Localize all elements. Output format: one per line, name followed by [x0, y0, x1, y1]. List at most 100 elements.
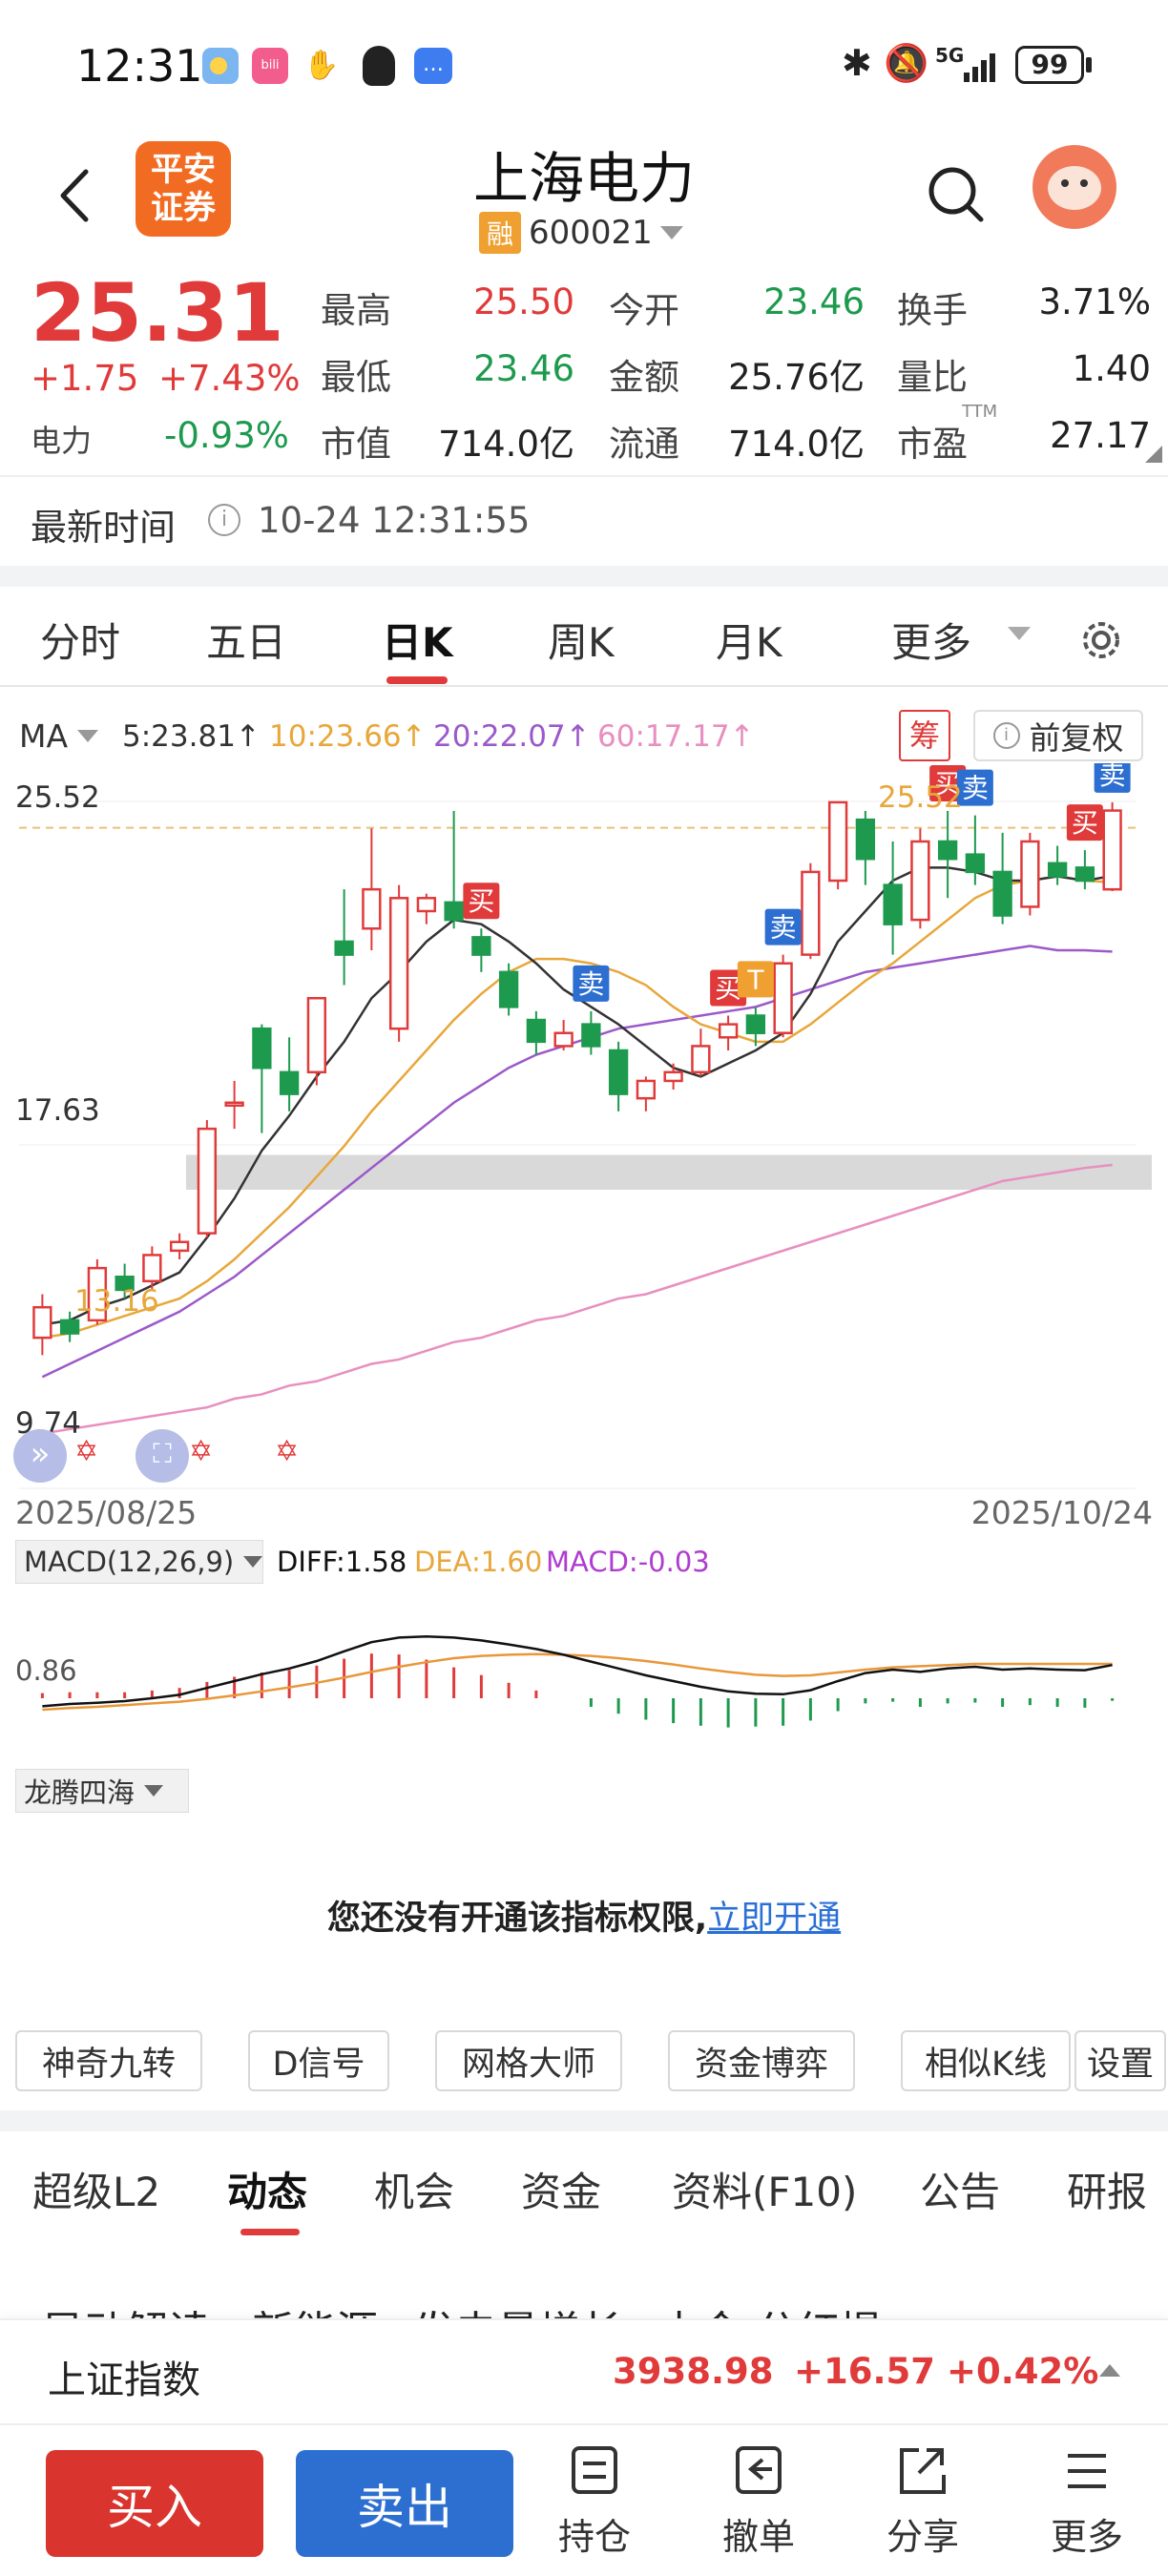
more-icon — [1068, 2454, 1106, 2488]
permission-notice-text: 您还没有开通该指标权限, — [326, 1900, 708, 1938]
network-label: 5G — [935, 44, 965, 67]
candle-body — [87, 1266, 108, 1322]
macd-label: MACD(12,26,9) — [24, 1546, 235, 1578]
sell-button[interactable]: 卖出 — [296, 2450, 513, 2557]
positions-action[interactable]: 持仓 — [542, 2444, 647, 2560]
tab-capital[interactable]: 资金 — [521, 2169, 602, 2215]
settings-button[interactable]: 设置 — [1074, 2030, 1166, 2091]
share-label: 分享 — [886, 2516, 959, 2558]
buy-button[interactable]: 买入 — [46, 2450, 263, 2557]
tab-monthly-k[interactable]: 月K — [716, 619, 782, 666]
avatar[interactable] — [1032, 145, 1116, 229]
active-tab-indicator — [386, 676, 448, 684]
search-icon[interactable] — [924, 162, 991, 229]
indicator-button[interactable]: 资金博弈 — [668, 2030, 855, 2091]
back-icon[interactable] — [48, 162, 105, 229]
candle-body — [279, 1070, 300, 1095]
signal-label: 卖 — [770, 912, 797, 944]
candle-body — [416, 897, 437, 913]
candle-body — [471, 936, 491, 956]
status-time: 12:31 — [76, 40, 203, 92]
macd-diff: DIFF:1.58 — [277, 1546, 407, 1578]
macd-dea: DEA:1.60 — [414, 1546, 543, 1578]
candle-body — [388, 897, 409, 1030]
positions-icon — [572, 2446, 617, 2494]
bilibili-app-icon: bili — [252, 48, 288, 84]
signal-marker — [463, 883, 500, 920]
candle-body — [773, 962, 793, 1034]
quote-value: 25.76亿 — [728, 357, 865, 398]
gear-icon[interactable] — [1076, 615, 1126, 665]
more-action[interactable]: 更多 — [1034, 2444, 1139, 2560]
candle-body — [636, 1079, 657, 1100]
quote-label: 最高 — [321, 290, 391, 331]
candle-body — [169, 1240, 190, 1253]
candle-body — [1074, 866, 1095, 883]
indicator2-selector[interactable]: 龙腾四海 — [15, 1769, 189, 1813]
signal-marker — [737, 961, 774, 998]
candle-body — [691, 1045, 711, 1074]
share-action[interactable]: 分享 — [870, 2444, 975, 2560]
candle-body — [581, 1023, 601, 1048]
ma5-line — [42, 866, 1113, 1326]
tab-fenshi[interactable]: 分时 — [40, 619, 121, 666]
signal-marker — [956, 769, 993, 806]
news-peek[interactable]: 异动解读：新能源+发电量增长+中金·分红提 — [0, 2280, 1168, 2318]
chip-button[interactable]: 筹 — [899, 710, 950, 761]
ma-label: MA — [19, 717, 69, 755]
indicator-button[interactable]: D信号 — [248, 2030, 389, 2091]
ma60-line — [42, 1163, 1113, 1435]
star-marker-icon: ✡ — [189, 1435, 214, 1468]
tab-wuri[interactable]: 五日 — [206, 619, 287, 666]
candle-body — [827, 800, 848, 883]
tab-more[interactable]: 更多 — [891, 619, 972, 666]
macd-chart — [40, 1634, 1115, 1728]
price-change: +1.75 — [31, 358, 139, 399]
quote-panel: 25.31 +1.75 +7.43% 电力 -0.93% 最高 25.50 今开… — [0, 262, 1168, 472]
broker-logo: 平安 证券 — [136, 141, 231, 237]
signal-label: 卖 — [1099, 763, 1126, 791]
tab-daily-k[interactable]: 日K — [382, 619, 453, 666]
signal-marker — [1066, 804, 1103, 841]
cancel-order-action[interactable]: 撤单 — [706, 2444, 811, 2560]
tab-opportunity[interactable]: 机会 — [374, 2169, 455, 2215]
corner-expand-icon[interactable] — [1145, 446, 1162, 463]
tab-announcement[interactable]: 公告 — [920, 2169, 1001, 2215]
news-peek-text: 异动解读：新能源+发电量增长+中金·分红提 — [42, 2297, 882, 2318]
candle-body — [252, 1027, 272, 1070]
status-bar: 12:31 bili ✋ … ✱ 🔕 5G 99 — [0, 0, 1168, 134]
macd-selector[interactable]: MACD(12,26,9) — [15, 1540, 263, 1584]
battery-icon: 99 — [1015, 46, 1084, 84]
info-icon[interactable]: i — [208, 504, 240, 536]
indicator-button[interactable]: 相似K线 — [901, 2030, 1071, 2091]
tab-super-l2[interactable]: 超级L2 — [32, 2169, 161, 2215]
adjust-button[interactable]: i 前复权 — [973, 710, 1143, 761]
ma20-line — [41, 945, 1113, 1379]
penguin-icon — [363, 46, 395, 86]
candle-body — [937, 840, 958, 861]
stock-header: 平安 证券 上海电力 融 600021 — [0, 134, 1168, 262]
ma-selector[interactable]: MA — [19, 717, 99, 755]
bluetooth-icon: ✱ — [842, 42, 872, 84]
y-axis-label-high: 25.52 — [15, 780, 100, 815]
chevron-down-icon — [659, 226, 683, 239]
candle-body — [224, 1101, 244, 1107]
fullscreen-button[interactable]: ⛶ — [136, 1429, 189, 1483]
kline-chart[interactable]: 买卖买 T卖买 卖买卖 — [0, 763, 1168, 1517]
macd-value: MACD:-0.03 — [546, 1546, 710, 1578]
chevron-down-icon — [77, 730, 99, 742]
adjust-label: 前复权 — [1029, 719, 1124, 757]
stock-code-row[interactable]: 融 600021 — [479, 212, 683, 254]
tab-dynamic[interactable]: 动态 — [227, 2169, 308, 2215]
quote-label: 最低 — [321, 357, 391, 398]
indicator-button[interactable]: 神奇九转 — [15, 2030, 202, 2091]
permission-notice: 您还没有开通该指标权限,立即开通 — [0, 1891, 1168, 1940]
indicator-button[interactable]: 网格大师 — [435, 2030, 622, 2091]
tab-weekly-k[interactable]: 周K — [548, 619, 615, 666]
candle-body — [553, 1031, 574, 1048]
tab-f10[interactable]: 资料(F10) — [672, 2169, 858, 2215]
tab-research[interactable]: 研报 — [1067, 2169, 1148, 2215]
collapse-left-button[interactable]: » — [13, 1429, 67, 1483]
index-bar[interactable]: 上证指数 3938.98 +16.57 +0.42% — [0, 2318, 1168, 2423]
activate-link[interactable]: 立即开通 — [707, 1900, 842, 1938]
